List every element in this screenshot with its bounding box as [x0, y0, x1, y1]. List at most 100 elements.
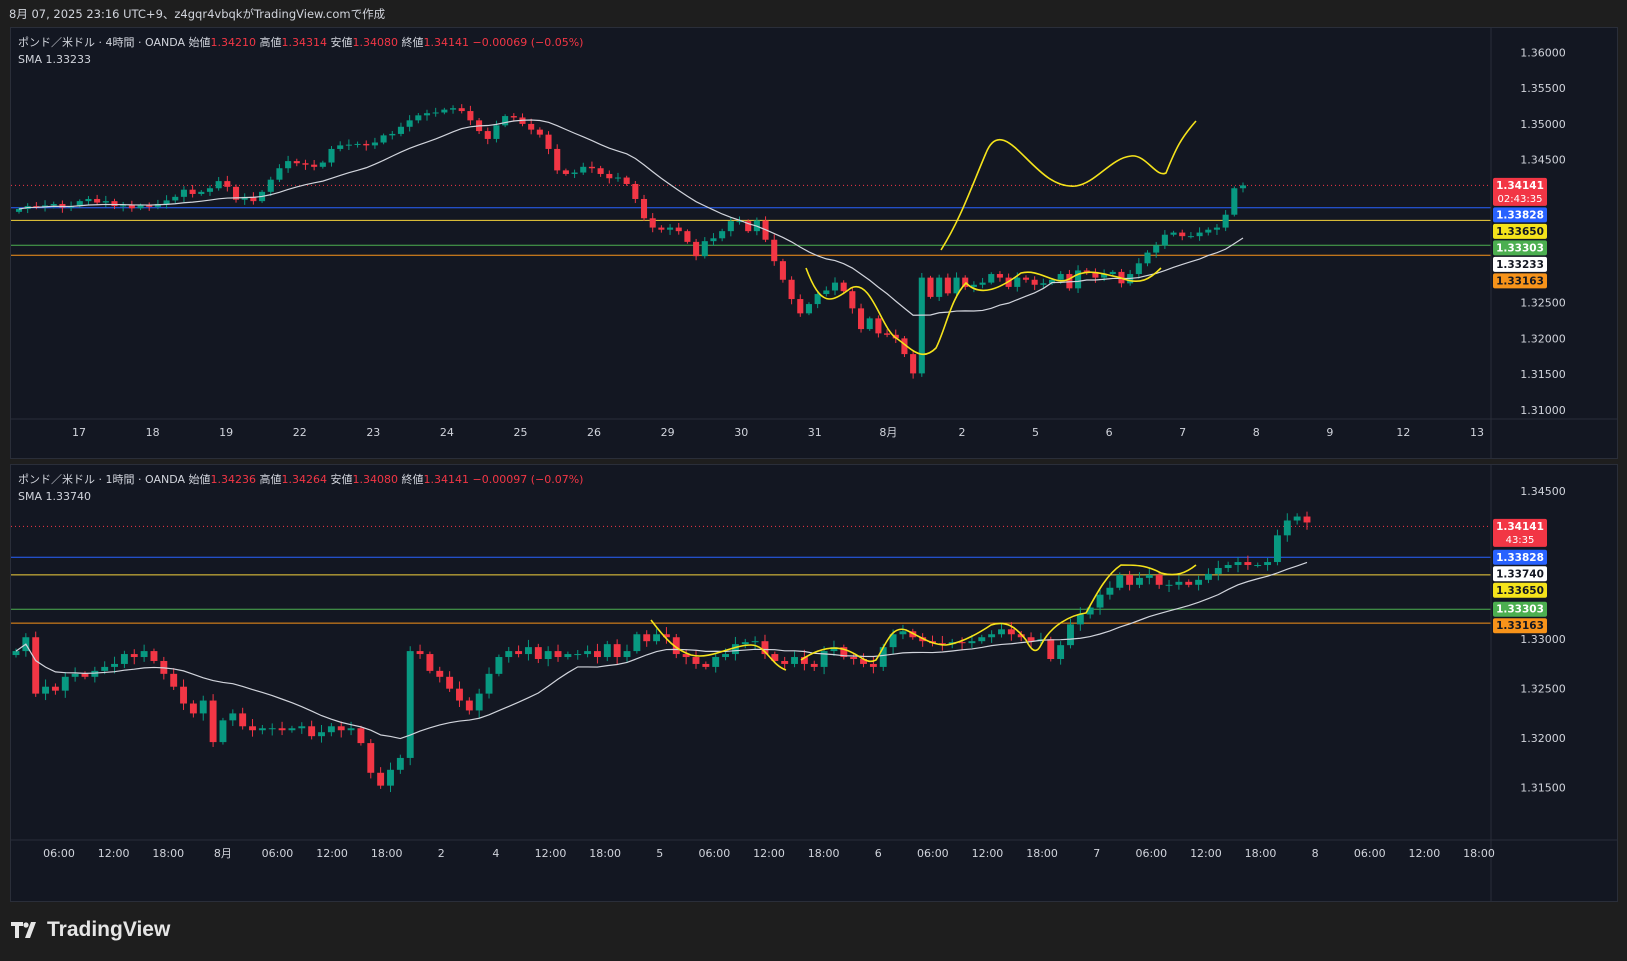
- candle-body: [426, 654, 434, 671]
- candle-body: [712, 657, 720, 667]
- legend-indicator-name[interactable]: SMA: [18, 53, 42, 66]
- candle-body: [525, 647, 532, 655]
- candle-body: [571, 172, 578, 174]
- chart-1h-svg[interactable]: 1.34500 1.33000 1.32500 1.32000 1.31500 06:00…: [11, 465, 1617, 901]
- candle-body: [267, 179, 274, 192]
- candle-body: [189, 703, 197, 714]
- candle-body: [1205, 573, 1212, 580]
- candle-body: [515, 651, 523, 655]
- candle-body: [727, 221, 734, 232]
- candle-body: [446, 676, 454, 689]
- candle-body: [328, 148, 335, 163]
- x-tick-label: 12:00: [316, 847, 348, 860]
- candle-body: [745, 221, 752, 232]
- candle-body: [224, 181, 231, 187]
- candle-body: [232, 186, 240, 200]
- candle-body: [823, 290, 830, 295]
- y-tick-label: 1.32000: [1520, 332, 1566, 345]
- candle-body: [998, 629, 1005, 635]
- chart-pane-4h[interactable]: 1.36000 1.35500 1.35000 1.34500 1.32500 1.320…: [10, 27, 1618, 459]
- candle-body: [327, 726, 335, 733]
- x-tick-label: 4: [492, 847, 499, 860]
- price-badge: [1493, 177, 1547, 206]
- x-tick-label: 19: [219, 426, 233, 439]
- x-tick-label: 12:00: [1190, 847, 1222, 860]
- candle-body: [61, 676, 69, 691]
- legend-low-value: 1.34080: [352, 473, 399, 486]
- candle-body: [111, 201, 118, 207]
- candle-body: [866, 318, 873, 330]
- x-tick-label: 13: [1470, 426, 1484, 439]
- legend-high-value: 1.34314: [281, 36, 328, 49]
- candle-body: [1179, 232, 1186, 237]
- legend-close-label: 終値: [401, 36, 424, 49]
- legend-symbol[interactable]: ポンド／米ドル · 4時間 · OANDA: [18, 36, 185, 49]
- y-tick-label: 1.32500: [1520, 683, 1566, 696]
- candle-body: [154, 203, 161, 207]
- candle-body: [944, 277, 951, 294]
- price-badge-label: 1.33163: [1496, 275, 1544, 287]
- x-tick-label: 06:00: [1135, 847, 1167, 860]
- candle-body: [363, 143, 370, 146]
- candle-body: [59, 203, 66, 208]
- candle-body: [830, 647, 838, 652]
- candle-body: [484, 131, 491, 139]
- candle-body: [33, 206, 40, 208]
- candle-body: [258, 728, 266, 731]
- price-badge-label: 1.33233: [1496, 259, 1544, 271]
- candle-body: [396, 757, 404, 770]
- candle-body: [814, 294, 821, 305]
- candle-body: [302, 163, 309, 165]
- x-tick-label: 12:00: [753, 847, 785, 860]
- price-badge-countdown: 02:43:35: [1498, 194, 1543, 205]
- candle-body: [137, 205, 144, 209]
- legend-close-value: 1.34141: [423, 36, 470, 49]
- candle-body: [779, 261, 786, 280]
- price-badge: [1493, 582, 1547, 598]
- price-badge: [1493, 601, 1547, 617]
- candle-body: [150, 651, 158, 661]
- candle-body: [1066, 274, 1073, 289]
- candle-body: [869, 663, 877, 667]
- candle-body: [918, 277, 925, 374]
- candle-body: [603, 644, 611, 658]
- legend-symbol[interactable]: ポンド／米ドル · 1時間 · OANDA: [18, 473, 185, 486]
- price-badge-label: 1.33303: [1496, 604, 1544, 616]
- candle-body: [1273, 535, 1281, 563]
- chart-4h-svg[interactable]: 1.36000 1.35500 1.35000 1.34500 1.32500 1.320…: [11, 28, 1617, 458]
- candle-body: [128, 205, 135, 209]
- legend-indicator-name[interactable]: SMA: [18, 490, 42, 503]
- y-tick-label: 1.33000: [1520, 633, 1566, 646]
- candle-body: [102, 201, 109, 203]
- tradingview-logo[interactable]: TradingView: [11, 918, 170, 942]
- x-tick-label: 06:00: [699, 847, 731, 860]
- candle-body: [1153, 245, 1160, 253]
- candle-body: [1214, 567, 1222, 574]
- candle-body: [432, 112, 439, 114]
- candle-body: [120, 654, 128, 664]
- price-badge: [1493, 273, 1547, 289]
- price-badge: [1493, 240, 1547, 256]
- candle-body: [91, 670, 99, 677]
- candle-body: [406, 651, 414, 758]
- legend-change-value: −0.00069 (−0.05%): [472, 36, 584, 49]
- x-tick-label: 06:00: [1354, 847, 1386, 860]
- x-tick-label: 31: [808, 426, 822, 439]
- y-tick-label: 1.31000: [1520, 404, 1566, 417]
- chart-pane-1h[interactable]: 1.34500 1.33000 1.32500 1.32000 1.31500 06:00…: [10, 464, 1618, 902]
- candle-body: [298, 726, 306, 729]
- candle-body: [988, 634, 996, 638]
- candle-body: [968, 641, 976, 644]
- candle-body: [936, 277, 943, 297]
- candle-body: [1264, 562, 1272, 566]
- candle-body: [377, 772, 385, 786]
- candle-body: [1040, 283, 1047, 285]
- sma-line: [15, 561, 1308, 740]
- candle-body: [450, 108, 457, 110]
- candle-body: [76, 201, 83, 207]
- candle-body: [94, 198, 101, 203]
- candle-body: [860, 659, 867, 664]
- candle-body: [554, 148, 561, 171]
- x-tick-label: 06:00: [917, 847, 949, 860]
- candle-body: [962, 277, 969, 287]
